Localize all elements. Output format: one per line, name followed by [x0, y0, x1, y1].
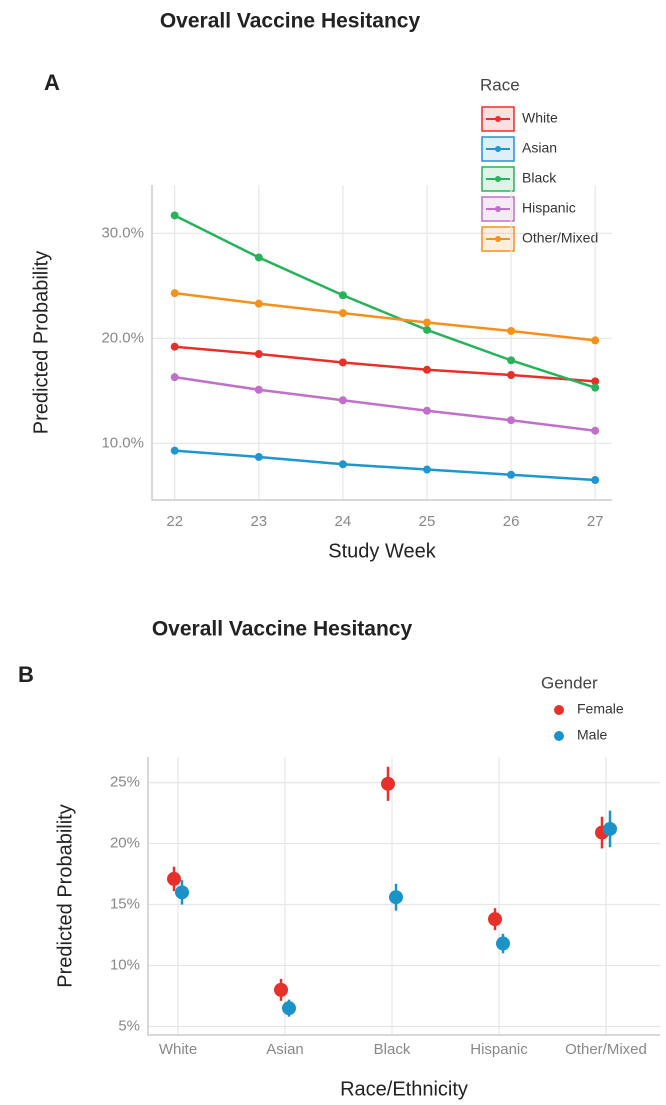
x-tick-label: 26 — [503, 513, 520, 530]
axis-line — [151, 185, 612, 501]
legend-label: Hispanic — [522, 200, 576, 216]
data-point — [422, 465, 431, 474]
data-point — [496, 936, 510, 951]
series-line — [174, 449, 596, 482]
panel-label: B — [18, 662, 34, 687]
data-point — [507, 356, 516, 365]
legend-dot — [495, 236, 501, 242]
x-tick-label: 22 — [166, 513, 183, 530]
legend-label: Black — [522, 170, 557, 186]
x-tick-label: Hispanic — [470, 1041, 528, 1058]
data-point — [254, 385, 263, 394]
legend-dot — [495, 116, 501, 122]
x-axis-label: Race/Ethnicity — [340, 1078, 468, 1100]
legend-title: Gender — [541, 673, 598, 692]
chart-title: Overall Vaccine Hesitancy — [152, 618, 413, 641]
data-point — [338, 460, 347, 469]
legend-label: Male — [577, 727, 608, 743]
legend-dot — [554, 731, 564, 741]
data-point — [422, 406, 431, 415]
y-tick-label: 20.0% — [101, 329, 144, 346]
data-point — [591, 377, 600, 386]
x-tick-label: White — [159, 1041, 197, 1058]
data-point — [254, 253, 263, 262]
data-point — [254, 452, 263, 461]
data-point — [591, 426, 600, 435]
data-point — [591, 336, 600, 345]
y-tick-label: 10% — [110, 956, 140, 973]
data-point — [170, 211, 179, 220]
legend-label: Other/Mixed — [522, 230, 598, 246]
data-point — [507, 416, 516, 425]
data-point — [254, 299, 263, 308]
y-axis-label: Predicted Probability — [30, 251, 52, 434]
series-line — [174, 345, 596, 383]
data-point — [422, 318, 431, 327]
data-point — [170, 289, 179, 298]
legend-dot — [495, 146, 501, 152]
x-tick-label: 23 — [250, 513, 267, 530]
y-tick-label: 15% — [110, 896, 140, 913]
axis-line — [147, 757, 660, 1036]
data-point — [591, 476, 600, 485]
panel-label: A — [44, 70, 60, 95]
data-point — [381, 776, 395, 791]
data-point — [488, 912, 502, 927]
legend-label: Asian — [522, 140, 557, 156]
data-point — [422, 365, 431, 374]
y-tick-label: 20% — [110, 835, 140, 852]
legend-title: Race — [480, 75, 520, 94]
data-point — [338, 291, 347, 300]
legend-dot — [495, 176, 501, 182]
series-line — [174, 375, 596, 432]
series-line — [174, 291, 596, 342]
data-point — [175, 885, 189, 900]
chart-title: Overall Vaccine Hesitancy — [160, 10, 421, 33]
data-point — [507, 470, 516, 479]
y-tick-label: 5% — [118, 1017, 140, 1034]
data-point — [167, 871, 181, 886]
x-axis-label: Study Week — [328, 540, 436, 562]
data-point — [274, 982, 288, 997]
x-tick-label: 24 — [335, 513, 352, 530]
legend-label: White — [522, 110, 558, 126]
legend-dot — [495, 206, 501, 212]
data-point — [338, 358, 347, 367]
data-point — [422, 325, 431, 334]
data-point — [282, 1001, 296, 1016]
legend-dot — [554, 705, 564, 715]
data-point — [389, 890, 403, 905]
y-tick-label: 10.0% — [101, 434, 144, 451]
legend-label: Female — [577, 701, 624, 717]
data-point — [254, 350, 263, 359]
data-point — [338, 396, 347, 405]
data-point — [591, 383, 600, 392]
y-tick-label: 25% — [110, 774, 140, 791]
y-axis-label: Predicted Probability — [54, 804, 76, 987]
data-point — [170, 342, 179, 351]
x-tick-label: Black — [374, 1041, 411, 1058]
data-point — [603, 821, 617, 836]
y-tick-label: 30.0% — [101, 224, 144, 241]
data-point — [170, 446, 179, 455]
x-tick-label: Asian — [266, 1041, 304, 1058]
data-point — [338, 309, 347, 318]
x-tick-label: Other/Mixed — [565, 1041, 647, 1058]
data-point — [170, 373, 179, 382]
x-tick-label: 25 — [419, 513, 436, 530]
series-line — [174, 214, 596, 389]
data-point — [507, 326, 516, 335]
x-tick-label: 27 — [587, 513, 604, 530]
data-point — [507, 371, 516, 380]
